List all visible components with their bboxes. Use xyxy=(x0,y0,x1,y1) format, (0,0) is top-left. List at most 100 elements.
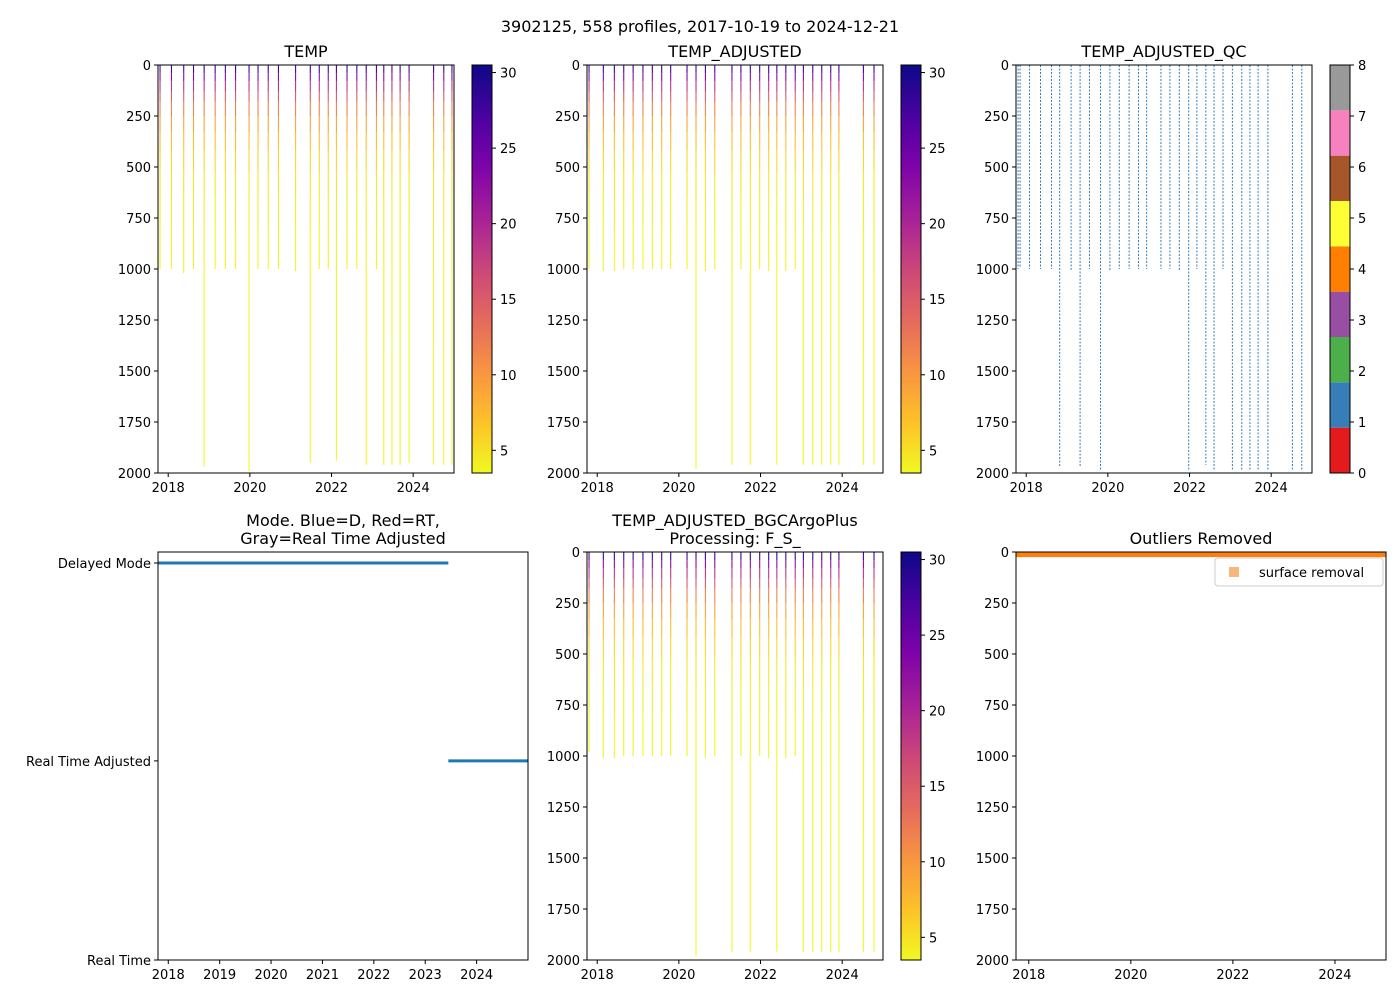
colorbar-tick-label: 3 xyxy=(1358,314,1366,329)
y-category-label: Real Time xyxy=(87,954,151,969)
x-tick-label: 2022 xyxy=(1216,968,1249,983)
plots-container: 2018 2020 2022 2024025050075010001250150017… xyxy=(26,42,1387,983)
colorbar-tick-label: 25 xyxy=(500,142,517,157)
y-tick-label: 1750 xyxy=(547,416,580,431)
y-tick-label: 0 xyxy=(572,546,580,561)
y-category-label: Delayed Mode xyxy=(58,557,151,572)
y-tick-label: 2000 xyxy=(976,467,1009,482)
axes-title: TEMP_ADJUSTED_QC xyxy=(1080,42,1246,62)
y-tick-label: 500 xyxy=(555,648,580,663)
y-tick-label: 1250 xyxy=(976,314,1009,329)
colorbar-tick-label: 20 xyxy=(500,218,517,233)
y-tick-label: 2000 xyxy=(547,954,580,969)
chart-mode: 2018 2019 2020 2021 2022 2023 2024 Real Time Rea… xyxy=(26,511,529,983)
colorbar-tick-label: 30 xyxy=(500,67,517,82)
x-tick-label: 2018 xyxy=(581,968,614,983)
colorbar xyxy=(900,64,922,474)
colorbar-tick-label: 5 xyxy=(500,444,508,459)
y-tick-label: 1250 xyxy=(118,314,151,329)
colorbar-tick-label: 0 xyxy=(1358,467,1366,482)
colorbar-tick-label: 15 xyxy=(929,293,946,308)
colorbar-tick-label: 1 xyxy=(1358,416,1366,431)
colorbar-tick-label: 25 xyxy=(929,142,946,157)
y-tick-label: 1500 xyxy=(547,852,580,867)
y-tick-label: 1250 xyxy=(976,801,1009,816)
y-tick-label: 1250 xyxy=(547,314,580,329)
y-tick-label: 1750 xyxy=(118,416,151,431)
colorbar-segment xyxy=(1330,382,1350,428)
y-tick-label: 1500 xyxy=(976,365,1009,380)
y-tick-label: 250 xyxy=(984,110,1009,125)
y-tick-label: 2000 xyxy=(547,467,580,482)
colorbar-segment xyxy=(1330,337,1350,383)
axes-title: TEMP xyxy=(283,42,328,61)
colorbar-tick-label: 15 xyxy=(500,293,517,308)
y-tick-label: 250 xyxy=(555,110,580,125)
y-tick-label: 500 xyxy=(555,161,580,176)
y-tick-label: 1500 xyxy=(547,365,580,380)
y-tick-label: 1750 xyxy=(976,416,1009,431)
x-tick-label: 2018 xyxy=(152,968,185,983)
axes-frame xyxy=(1015,551,1387,961)
colorbar-tick-label: 25 xyxy=(929,629,946,644)
x-tick-label: 2018 xyxy=(152,481,185,496)
axes-frame xyxy=(157,551,529,961)
y-tick-label: 500 xyxy=(126,161,151,176)
colorbar-tick-label: 4 xyxy=(1358,263,1366,278)
y-category-label: Real Time Adjusted xyxy=(26,755,151,770)
colorbar-tick-label: 2 xyxy=(1358,365,1366,380)
y-tick-label: 0 xyxy=(143,59,151,74)
x-tick-label: 2020 xyxy=(255,968,288,983)
axes-title-line-2: Gray=Real Time Adjusted xyxy=(240,529,446,548)
legend-box xyxy=(1214,557,1384,587)
axes-title-line-1: Mode. Blue=D, Red=RT, xyxy=(246,511,440,530)
colorbar-segment xyxy=(1330,110,1350,156)
colorbar-tick-label: 15 xyxy=(929,780,946,795)
y-tick-label: 1750 xyxy=(547,903,580,918)
chart-temp_adj_qc: 2018 2020 2022 2024025050075010001250150017… xyxy=(976,42,1366,496)
x-tick-label: 2021 xyxy=(306,968,339,983)
x-tick-label: 2022 xyxy=(744,481,777,496)
y-tick-label: 1750 xyxy=(976,903,1009,918)
y-tick-label: 750 xyxy=(984,212,1009,227)
axes-title-line-1: TEMP_ADJUSTED_BGCArgoPlus xyxy=(611,511,857,531)
chart-outliers: 2018 2020 2022 2024 0 250 500 750 1000 1250 1500 17… xyxy=(976,529,1387,983)
y-tick-label: 500 xyxy=(984,161,1009,176)
y-tick-label: 1250 xyxy=(547,801,580,816)
y-tick-label: 1000 xyxy=(547,263,580,278)
axes-title: TEMP_ADJUSTED xyxy=(667,42,801,62)
y-tick-label: 1500 xyxy=(976,852,1009,867)
x-tick-label: 2022 xyxy=(744,968,777,983)
x-tick-label: 2022 xyxy=(357,968,390,983)
x-tick-label: 2018 xyxy=(1012,968,1045,983)
x-tick-label: 2024 xyxy=(1255,481,1288,496)
x-tick-label: 2020 xyxy=(233,481,266,496)
colorbar-tick-label: 30 xyxy=(929,67,946,82)
y-tick-label: 1000 xyxy=(976,750,1009,765)
colorbar-tick-label: 7 xyxy=(1358,110,1366,125)
y-tick-label: 1000 xyxy=(547,750,580,765)
y-tick-label: 1000 xyxy=(976,263,1009,278)
x-tick-label: 2024 xyxy=(826,481,859,496)
colorbar-tick-label: 10 xyxy=(929,369,946,384)
axes-title: Outliers Removed xyxy=(1130,529,1273,548)
y-tick-label: 750 xyxy=(984,699,1009,714)
chart-bgc: 2018 2020 2022 2024 0 250 500 750 1000 1250 1500 17… xyxy=(547,511,946,983)
colorbar-tick-label: 5 xyxy=(1358,212,1366,227)
x-tick-label: 2023 xyxy=(409,968,442,983)
colorbar-tick-label: 10 xyxy=(929,856,946,871)
colorbar-tick-label: 5 xyxy=(929,931,937,946)
x-tick-label: 2019 xyxy=(203,968,236,983)
colorbar-tick-label: 30 xyxy=(929,554,946,569)
colorbar-segment xyxy=(1330,291,1350,337)
colorbar-tick-label: 8 xyxy=(1358,59,1366,74)
legend-marker xyxy=(1229,567,1239,577)
colorbar-segment xyxy=(1330,155,1350,201)
y-tick-label: 0 xyxy=(1001,59,1009,74)
y-tick-label: 0 xyxy=(572,59,580,74)
y-tick-label: 0 xyxy=(1001,546,1009,561)
x-tick-label: 2024 xyxy=(460,968,493,983)
colorbar-segment xyxy=(1330,427,1350,473)
suptitle: 3902125, 558 profiles, 2017-10-19 to 202… xyxy=(501,17,899,36)
x-tick-label: 2024 xyxy=(1318,968,1351,983)
